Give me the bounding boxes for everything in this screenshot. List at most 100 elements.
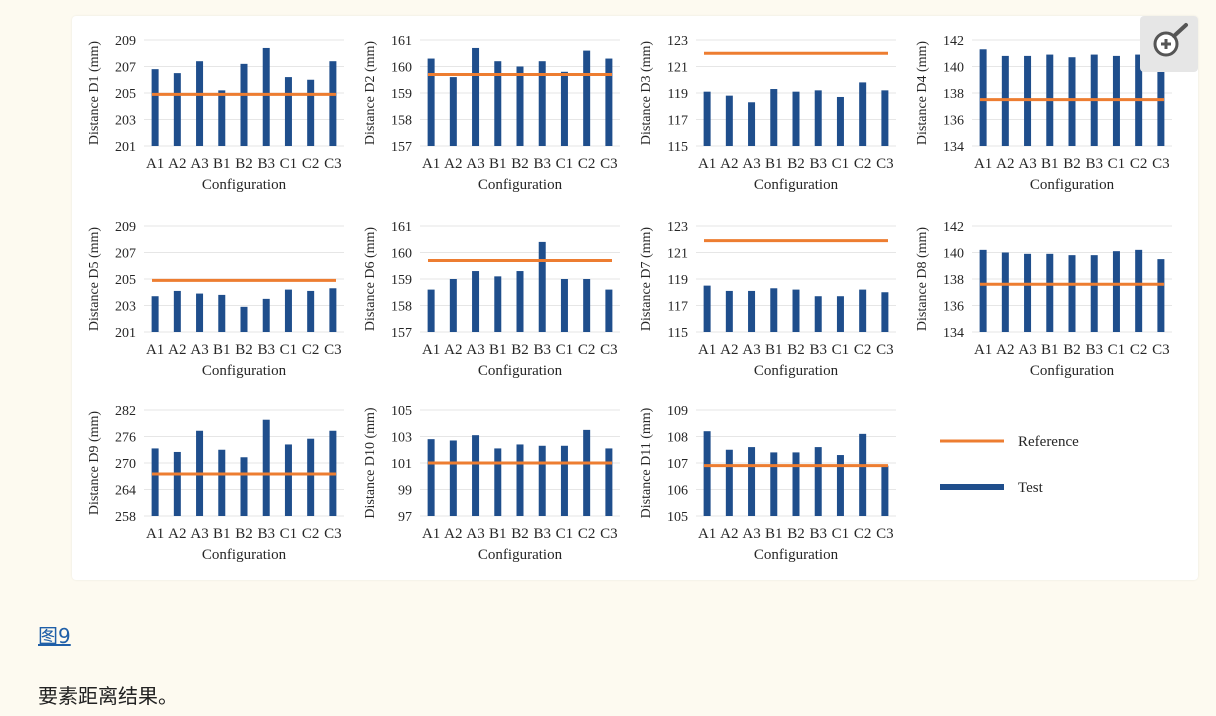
x-tick-label: B2 bbox=[787, 342, 805, 358]
bar-test-C1 bbox=[836, 96, 844, 146]
x-tick-label: C1 bbox=[556, 156, 574, 172]
bar-test-B1 bbox=[1046, 253, 1054, 332]
x-tick-label: C1 bbox=[280, 156, 298, 172]
bar-test-C1 bbox=[284, 289, 292, 332]
y-tick-label: 209 bbox=[115, 220, 136, 235]
bar-test-C1 bbox=[836, 455, 844, 516]
x-tick-label: A3 bbox=[1018, 156, 1036, 172]
bar-test-A2 bbox=[725, 290, 733, 332]
bar-test-B2 bbox=[516, 444, 524, 516]
y-tick-label: 142 bbox=[943, 220, 964, 235]
x-tick-label: C3 bbox=[876, 526, 894, 542]
y-tick-label: 121 bbox=[667, 61, 688, 76]
x-tick-label: C3 bbox=[324, 342, 342, 358]
y-tick-label: 107 bbox=[667, 457, 688, 472]
y-tick-label: 136 bbox=[943, 114, 964, 129]
x-tick-label: A2 bbox=[168, 342, 186, 358]
legend-label: Reference bbox=[1018, 434, 1079, 450]
y-tick-label: 123 bbox=[667, 220, 688, 235]
y-tick-label: 157 bbox=[391, 140, 412, 155]
x-tick-label: B2 bbox=[787, 526, 805, 542]
bar-test-B3 bbox=[814, 447, 822, 516]
bar-test-C2 bbox=[583, 50, 591, 146]
y-tick-label: 103 bbox=[391, 431, 412, 446]
y-tick-label: 134 bbox=[943, 326, 964, 341]
x-tick-label: A3 bbox=[1018, 342, 1036, 358]
bar-test-B3 bbox=[538, 61, 546, 147]
bar-test-B3 bbox=[538, 241, 546, 332]
bar-test-B2 bbox=[240, 63, 248, 146]
x-tick-label: A1 bbox=[146, 156, 164, 172]
bar-test-A1 bbox=[427, 58, 435, 146]
bar-test-B1 bbox=[218, 449, 226, 516]
x-tick-label: A1 bbox=[422, 156, 440, 172]
bar-test-C1 bbox=[560, 445, 568, 516]
bar-test-B2 bbox=[1068, 255, 1076, 332]
x-tick-label: A1 bbox=[974, 156, 992, 172]
x-tick-label: A2 bbox=[168, 156, 186, 172]
x-tick-label: B1 bbox=[1041, 156, 1059, 172]
bar-test-C2 bbox=[307, 79, 315, 146]
x-tick-label: A2 bbox=[996, 156, 1014, 172]
bar-test-A3 bbox=[748, 102, 756, 146]
y-axis-label: Distance D11 (mm) bbox=[639, 407, 654, 518]
chart-10: 97 99 101 103 105 A1 A2 A3 B1 B2 B3 C1 C2 C3 Configura… bbox=[363, 404, 620, 563]
bar-test-A2 bbox=[725, 449, 733, 516]
x-tick-label: A3 bbox=[742, 156, 760, 172]
y-tick-label: 209 bbox=[115, 34, 136, 49]
chart-6: 157 158 159 160 161 A1 A2 A3 B1 B2 B3 C1 C2 C3 Configu… bbox=[363, 220, 620, 379]
figure-link[interactable]: 图9 bbox=[38, 624, 71, 648]
y-tick-label: 270 bbox=[115, 457, 136, 472]
bar-test-C3 bbox=[329, 61, 337, 147]
x-tick-label: B2 bbox=[511, 342, 529, 358]
x-tick-label: B3 bbox=[257, 156, 275, 172]
x-tick-label: A2 bbox=[720, 342, 738, 358]
zoom-in-button[interactable] bbox=[1140, 16, 1198, 72]
y-axis-label: Distance D9 (mm) bbox=[87, 411, 102, 516]
bar-test-A1 bbox=[427, 289, 435, 332]
bar-test-A3 bbox=[748, 447, 756, 516]
bar-test-C1 bbox=[284, 444, 292, 516]
x-axis-label: Configuration bbox=[202, 177, 287, 193]
x-tick-label: B1 bbox=[765, 156, 783, 172]
x-tick-label: C3 bbox=[324, 526, 342, 542]
bar-test-C1 bbox=[560, 71, 568, 146]
bar-test-B3 bbox=[262, 298, 270, 332]
x-tick-label: B2 bbox=[511, 156, 529, 172]
bar-test-C2 bbox=[307, 290, 315, 332]
bar-test-A1 bbox=[427, 439, 435, 516]
x-tick-label: C2 bbox=[1130, 156, 1148, 172]
bar-test-C3 bbox=[1157, 58, 1165, 146]
x-tick-label: C3 bbox=[876, 342, 894, 358]
x-axis-label: Configuration bbox=[478, 547, 563, 563]
bar-test-A3 bbox=[196, 61, 204, 147]
x-tick-label: C3 bbox=[324, 156, 342, 172]
bar-test-A2 bbox=[449, 440, 457, 516]
x-tick-label: B1 bbox=[489, 156, 507, 172]
bar-test-B3 bbox=[538, 445, 546, 516]
x-tick-label: A2 bbox=[168, 526, 186, 542]
x-tick-label: B3 bbox=[533, 342, 551, 358]
bar-test-C2 bbox=[583, 429, 591, 516]
x-tick-label: C2 bbox=[578, 526, 596, 542]
figure-card: 201 203 205 207 209 A1 A2 A3 B1 B2 B3 C1 C2 C3 Configu… bbox=[72, 16, 1198, 580]
bar-test-B2 bbox=[792, 289, 800, 332]
y-axis-label: Distance D1 (mm) bbox=[87, 41, 102, 146]
y-tick-label: 203 bbox=[115, 300, 136, 315]
x-tick-label: A1 bbox=[698, 342, 716, 358]
x-tick-label: B1 bbox=[765, 526, 783, 542]
bar-test-A2 bbox=[449, 77, 457, 146]
bar-test-B1 bbox=[770, 452, 778, 516]
y-axis-label: Distance D6 (mm) bbox=[363, 227, 378, 332]
x-tick-label: B2 bbox=[235, 156, 253, 172]
bar-test-A3 bbox=[472, 435, 480, 516]
y-tick-label: 108 bbox=[667, 431, 688, 446]
x-tick-label: A1 bbox=[698, 526, 716, 542]
figure-caption: 要素距离结果。 bbox=[38, 684, 178, 708]
x-tick-label: C3 bbox=[1152, 156, 1170, 172]
x-tick-label: C1 bbox=[832, 156, 850, 172]
x-axis-label: Configuration bbox=[1030, 177, 1115, 193]
x-tick-label: B3 bbox=[809, 156, 827, 172]
bar-test-A3 bbox=[472, 271, 480, 332]
y-tick-label: 201 bbox=[115, 140, 136, 155]
